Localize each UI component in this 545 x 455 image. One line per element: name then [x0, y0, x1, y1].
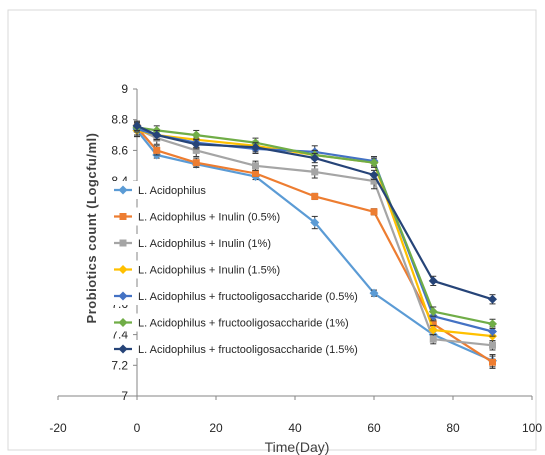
legend-item-bg	[110, 207, 285, 226]
data-point	[192, 159, 200, 167]
legend-item-bg	[110, 287, 362, 305]
legend-item-5: L. Acidophilus + fructooligosaccharide (…	[110, 287, 362, 305]
data-point	[488, 327, 497, 337]
legend-label: L. Acidophilus	[138, 185, 206, 197]
x-tick-label: 40	[288, 421, 302, 435]
legend: L. Acidophilus L. Acidophilus + Inulin (0…	[110, 181, 362, 358]
data-point	[369, 170, 379, 180]
y-tick-label: 7	[121, 389, 128, 403]
chart-frame	[7, 9, 537, 451]
data-point	[489, 341, 496, 349]
legend-item-3: L. Acidophilus + Inulin (1%)	[110, 234, 275, 252]
data-point	[488, 319, 497, 329]
data-point	[369, 158, 379, 168]
x-tick-label: 80	[446, 421, 460, 435]
data-point	[489, 358, 496, 366]
legend-marker	[119, 239, 127, 247]
legend-item-7: L. Acidophilus + fructooligosaccharide (…	[110, 340, 362, 358]
x-tick-label: -20	[49, 421, 67, 435]
data-point	[252, 169, 259, 177]
y-tick-label: 7.2	[111, 358, 128, 372]
x-tick-label: 100	[522, 421, 542, 435]
y-tick-label: 8.8	[111, 113, 128, 127]
data-point	[428, 276, 438, 286]
data-point	[370, 177, 378, 185]
series-7	[132, 120, 497, 305]
legend-item-bg	[110, 260, 285, 279]
data-point	[429, 320, 437, 328]
data-point	[488, 294, 497, 304]
data-point	[310, 218, 320, 228]
data-point	[191, 130, 201, 140]
series-line	[136, 127, 493, 347]
legend-item-bg	[110, 181, 210, 199]
x-tick-label: 0	[134, 421, 141, 435]
y-tick-label: 9	[121, 82, 128, 96]
x-tick-label: 20	[209, 421, 223, 435]
legend-marker	[118, 318, 128, 327]
legend-item-2: L. Acidophilus + Inulin (0.5%)	[110, 207, 285, 226]
data-point	[429, 335, 437, 343]
data-point	[369, 288, 379, 298]
legend-label: L. Acidophilus + Inulin (0.5%)	[138, 212, 280, 224]
legend-item-bg	[110, 313, 353, 332]
data-point	[311, 192, 319, 200]
data-point	[191, 139, 201, 149]
data-point	[310, 153, 320, 163]
data-point	[132, 121, 142, 131]
legend-item-1: L. Acidophilus	[110, 181, 210, 199]
data-point	[153, 146, 161, 154]
data-point	[370, 208, 378, 216]
series-line	[136, 129, 493, 362]
y-tick-label: 8.6	[111, 143, 128, 157]
legend-item-bg	[110, 234, 275, 252]
series-line	[136, 126, 493, 325]
x-axis-title: Time(Day)	[265, 439, 330, 455]
data-point	[252, 162, 259, 170]
legend-label: L. Acidophilus + Inulin (1.5%)	[138, 265, 280, 277]
legend-label: L. Acidophilus + fructooligosaccharide (…	[138, 318, 349, 330]
legend-marker	[118, 185, 128, 195]
legend-item-6: L. Acidophilus + fructooligosaccharide (…	[110, 313, 353, 332]
legend-marker	[118, 291, 128, 301]
legend-item-bg	[110, 340, 362, 358]
series-line	[136, 124, 493, 301]
y-axis-title: Probiotics count (Logcfu/ml)	[84, 133, 99, 324]
legend-label: L. Acidophilus + Inulin (1%)	[138, 238, 271, 250]
legend-marker	[118, 344, 128, 354]
legend-label: L. Acidophilus + fructooligosaccharide (…	[138, 344, 358, 356]
data-point	[311, 168, 319, 176]
data-point	[428, 307, 438, 317]
legend-item-4: L. Acidophilus + Inulin (1.5%)	[110, 260, 285, 279]
data-point	[152, 130, 162, 140]
legend-marker	[118, 265, 128, 274]
legend-label: L. Acidophilus + fructooligosaccharide (…	[138, 291, 358, 303]
data-point	[251, 142, 260, 152]
legend-marker	[119, 213, 127, 220]
series-layer	[132, 120, 497, 369]
data-point	[428, 325, 438, 335]
data-point	[192, 146, 200, 154]
x-tick-label: 60	[367, 421, 381, 435]
